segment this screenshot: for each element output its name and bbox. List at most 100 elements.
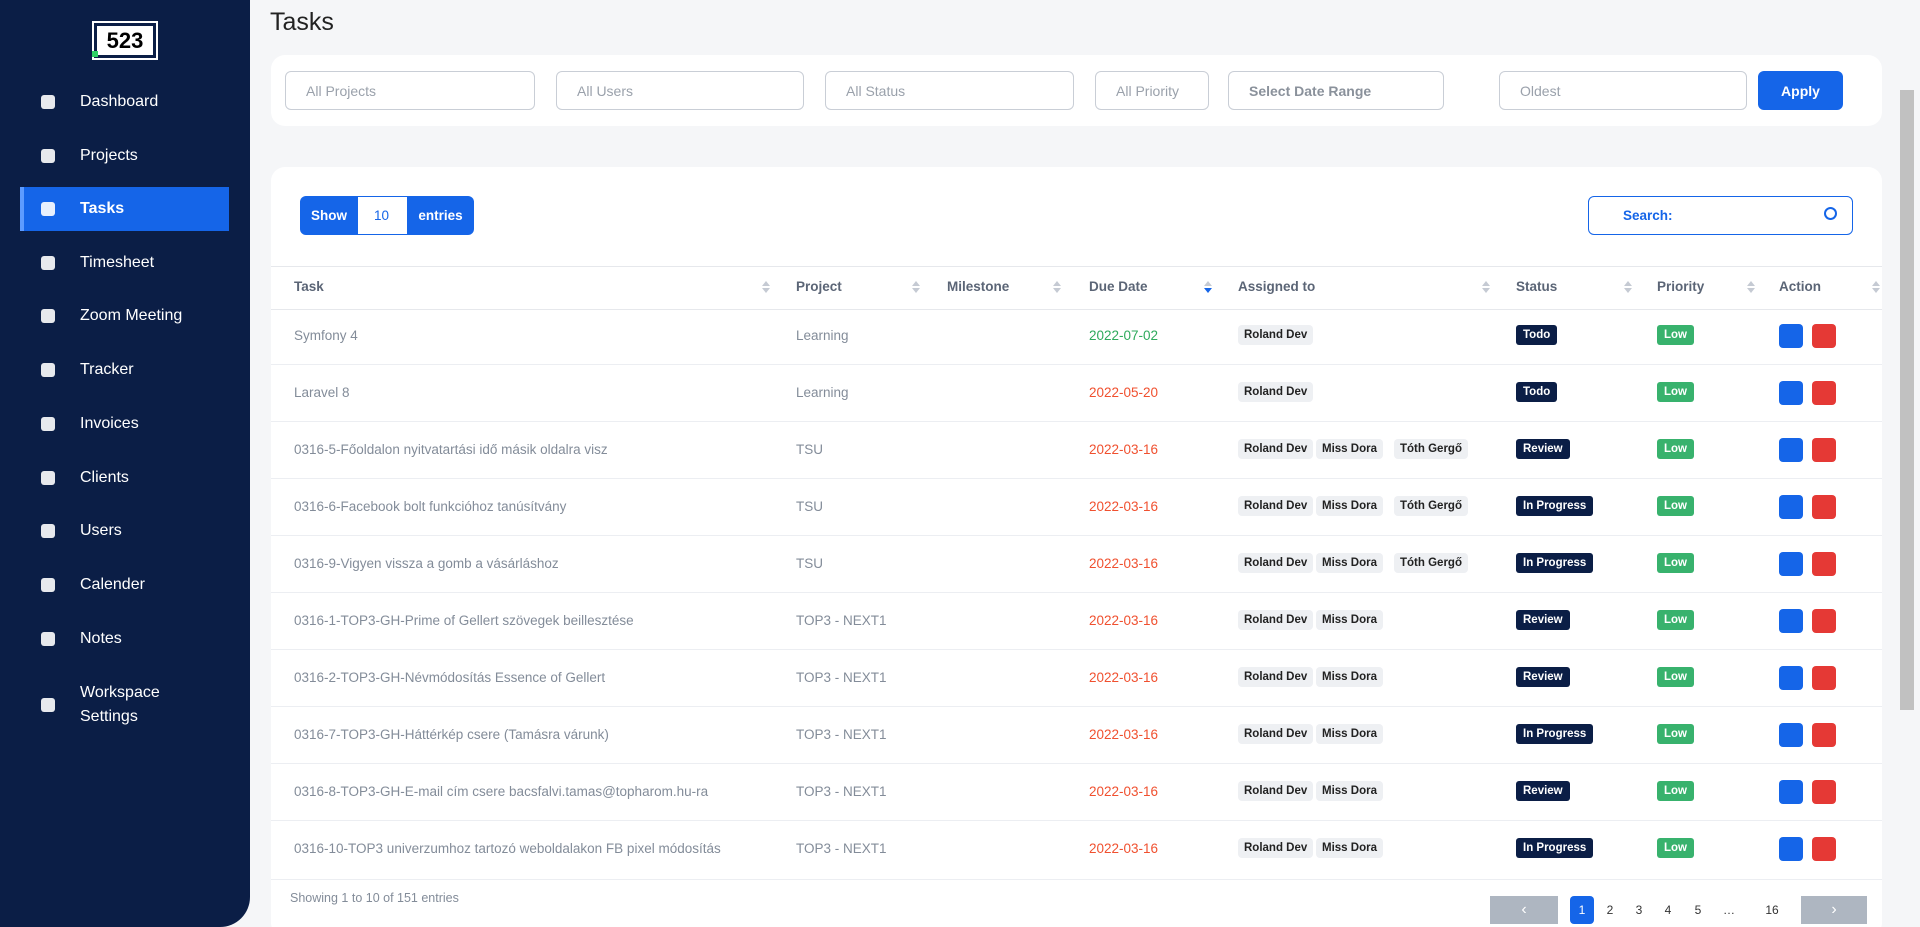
nav-item[interactable]: Users xyxy=(80,522,122,539)
task-name[interactable]: 0316-5-Főoldalon nyitvatartási idő másik… xyxy=(294,442,608,457)
page-button[interactable]: 5 xyxy=(1694,903,1702,917)
priority-badge: Low xyxy=(1657,325,1694,345)
row-border xyxy=(271,763,1882,764)
column-header: Due Date xyxy=(1089,279,1148,294)
priority-badge: Low xyxy=(1657,781,1694,801)
project-name: TOP3 - NEXT1 xyxy=(796,727,887,742)
task-name[interactable]: 0316-1-TOP3-GH-Prime of Gellert szövegek… xyxy=(294,613,634,628)
delete-button[interactable] xyxy=(1812,780,1836,804)
row-border xyxy=(271,421,1882,422)
sort-icon xyxy=(1053,281,1061,286)
nav-item[interactable]: Invoices xyxy=(80,415,139,432)
nav-item[interactable]: Calender xyxy=(80,576,145,593)
assignee-chip: Miss Dora xyxy=(1316,781,1383,801)
assignee-chip: Tóth Gergő xyxy=(1394,553,1468,573)
page-button[interactable]: 4 xyxy=(1664,903,1672,917)
project-name: TOP3 - NEXT1 xyxy=(796,784,887,799)
edit-button[interactable] xyxy=(1779,381,1803,405)
edit-button[interactable] xyxy=(1779,495,1803,519)
task-name[interactable]: 0316-10-TOP3 univerzumhoz tartozó webold… xyxy=(294,841,721,856)
apply-button[interactable]: Apply xyxy=(1758,71,1843,110)
assignee-chip: Roland Dev xyxy=(1238,781,1314,801)
nav-icon xyxy=(41,309,55,323)
page-button[interactable]: 3 xyxy=(1635,903,1643,917)
page-button[interactable]: … xyxy=(1723,903,1735,917)
page-button[interactable]: 1 xyxy=(1570,896,1594,924)
assignee-chip: Roland Dev xyxy=(1238,724,1314,744)
assignee-chip: Roland Dev xyxy=(1238,382,1314,402)
edit-button[interactable] xyxy=(1779,552,1803,576)
delete-button[interactable] xyxy=(1812,837,1836,861)
due-date: 2022-03-16 xyxy=(1089,841,1159,856)
delete-button[interactable] xyxy=(1812,609,1836,633)
nav-icon xyxy=(41,363,55,377)
filter-input[interactable]: All Users xyxy=(556,71,804,110)
nav-icon xyxy=(41,524,55,538)
project-name: TOP3 - NEXT1 xyxy=(796,670,887,685)
next-button[interactable]: › xyxy=(1801,896,1867,924)
task-name[interactable]: 0316-8-TOP3-GH-E-mail cím csere bacsfalv… xyxy=(294,784,709,799)
assignee-chip: Tóth Gergő xyxy=(1394,496,1468,516)
edit-button[interactable] xyxy=(1779,438,1803,462)
show-label: Show xyxy=(311,208,347,223)
task-name[interactable]: 0316-7-TOP3-GH-Háttérkép csere (Tamásra … xyxy=(294,727,609,742)
filter-input[interactable]: Select Date Range xyxy=(1228,71,1444,110)
entries-select[interactable]: 10 xyxy=(358,197,407,234)
assignee-chip: Roland Dev xyxy=(1238,553,1314,573)
scrollbar[interactable] xyxy=(1900,90,1914,710)
due-date: 2022-03-16 xyxy=(1089,499,1159,514)
project-name: TSU xyxy=(796,499,823,514)
nav-item[interactable]: Dashboard xyxy=(80,93,159,110)
project-name: TOP3 - NEXT1 xyxy=(796,841,887,856)
edit-button[interactable] xyxy=(1779,837,1803,861)
task-name[interactable]: 0316-9-Vigyen vissza a gomb a vásárlásho… xyxy=(294,556,559,571)
edit-button[interactable] xyxy=(1779,723,1803,747)
nav-item[interactable]: Zoom Meeting xyxy=(80,307,183,324)
filter-input[interactable]: All Priority xyxy=(1095,71,1209,110)
status-badge: Review xyxy=(1516,610,1570,630)
delete-button[interactable] xyxy=(1812,324,1836,348)
nav-item[interactable]: Tracker xyxy=(80,361,134,378)
nav-icon xyxy=(41,632,55,646)
filter-input[interactable]: All Status xyxy=(825,71,1074,110)
delete-button[interactable] xyxy=(1812,723,1836,747)
edit-button[interactable] xyxy=(1779,609,1803,633)
filter-input[interactable]: Oldest xyxy=(1499,71,1747,110)
assignee-chip: Miss Dora xyxy=(1316,838,1383,858)
project-name: Learning xyxy=(796,385,849,400)
sort-icon xyxy=(1624,288,1632,293)
edit-button[interactable] xyxy=(1779,666,1803,690)
column-header: Status xyxy=(1516,279,1558,294)
delete-button[interactable] xyxy=(1812,381,1836,405)
task-name[interactable]: 0316-6-Facebook bolt funkcióhoz tanúsítv… xyxy=(294,499,567,514)
edit-button[interactable] xyxy=(1779,324,1803,348)
task-name[interactable]: 0316-2-TOP3-GH-Névmódosítás Essence of G… xyxy=(294,670,606,685)
nav-item[interactable]: Notes xyxy=(80,630,122,647)
delete-button[interactable] xyxy=(1812,438,1836,462)
nav-item[interactable]: Workspace Settings xyxy=(80,684,160,725)
filter-input[interactable]: All Projects xyxy=(285,71,535,110)
nav-item[interactable]: Projects xyxy=(80,147,138,164)
prev-button[interactable]: ‹ xyxy=(1490,896,1558,924)
page-button[interactable]: 2 xyxy=(1606,903,1614,917)
edit-button[interactable] xyxy=(1779,780,1803,804)
column-header: Priority xyxy=(1657,279,1705,294)
delete-button[interactable] xyxy=(1812,495,1836,519)
logo[interactable]: 523 xyxy=(92,21,158,60)
task-name[interactable]: Symfony 4 xyxy=(294,328,358,343)
column-header: Assigned to xyxy=(1238,279,1316,294)
page-button[interactable]: 16 xyxy=(1765,903,1779,917)
nav-icon xyxy=(41,417,55,431)
project-name: TSU xyxy=(796,442,823,457)
delete-button[interactable] xyxy=(1812,552,1836,576)
nav-item[interactable]: Tasks xyxy=(80,200,125,217)
search-box[interactable]: Search: xyxy=(1588,196,1853,235)
table-card xyxy=(271,167,1882,927)
status-badge: Todo xyxy=(1516,325,1558,345)
sort-icon xyxy=(762,281,770,286)
nav-item[interactable]: Clients xyxy=(80,469,129,486)
assignee-chip: Roland Dev xyxy=(1238,667,1314,687)
nav-item[interactable]: Timesheet xyxy=(80,254,155,271)
delete-button[interactable] xyxy=(1812,666,1836,690)
task-name[interactable]: Laravel 8 xyxy=(294,385,350,400)
